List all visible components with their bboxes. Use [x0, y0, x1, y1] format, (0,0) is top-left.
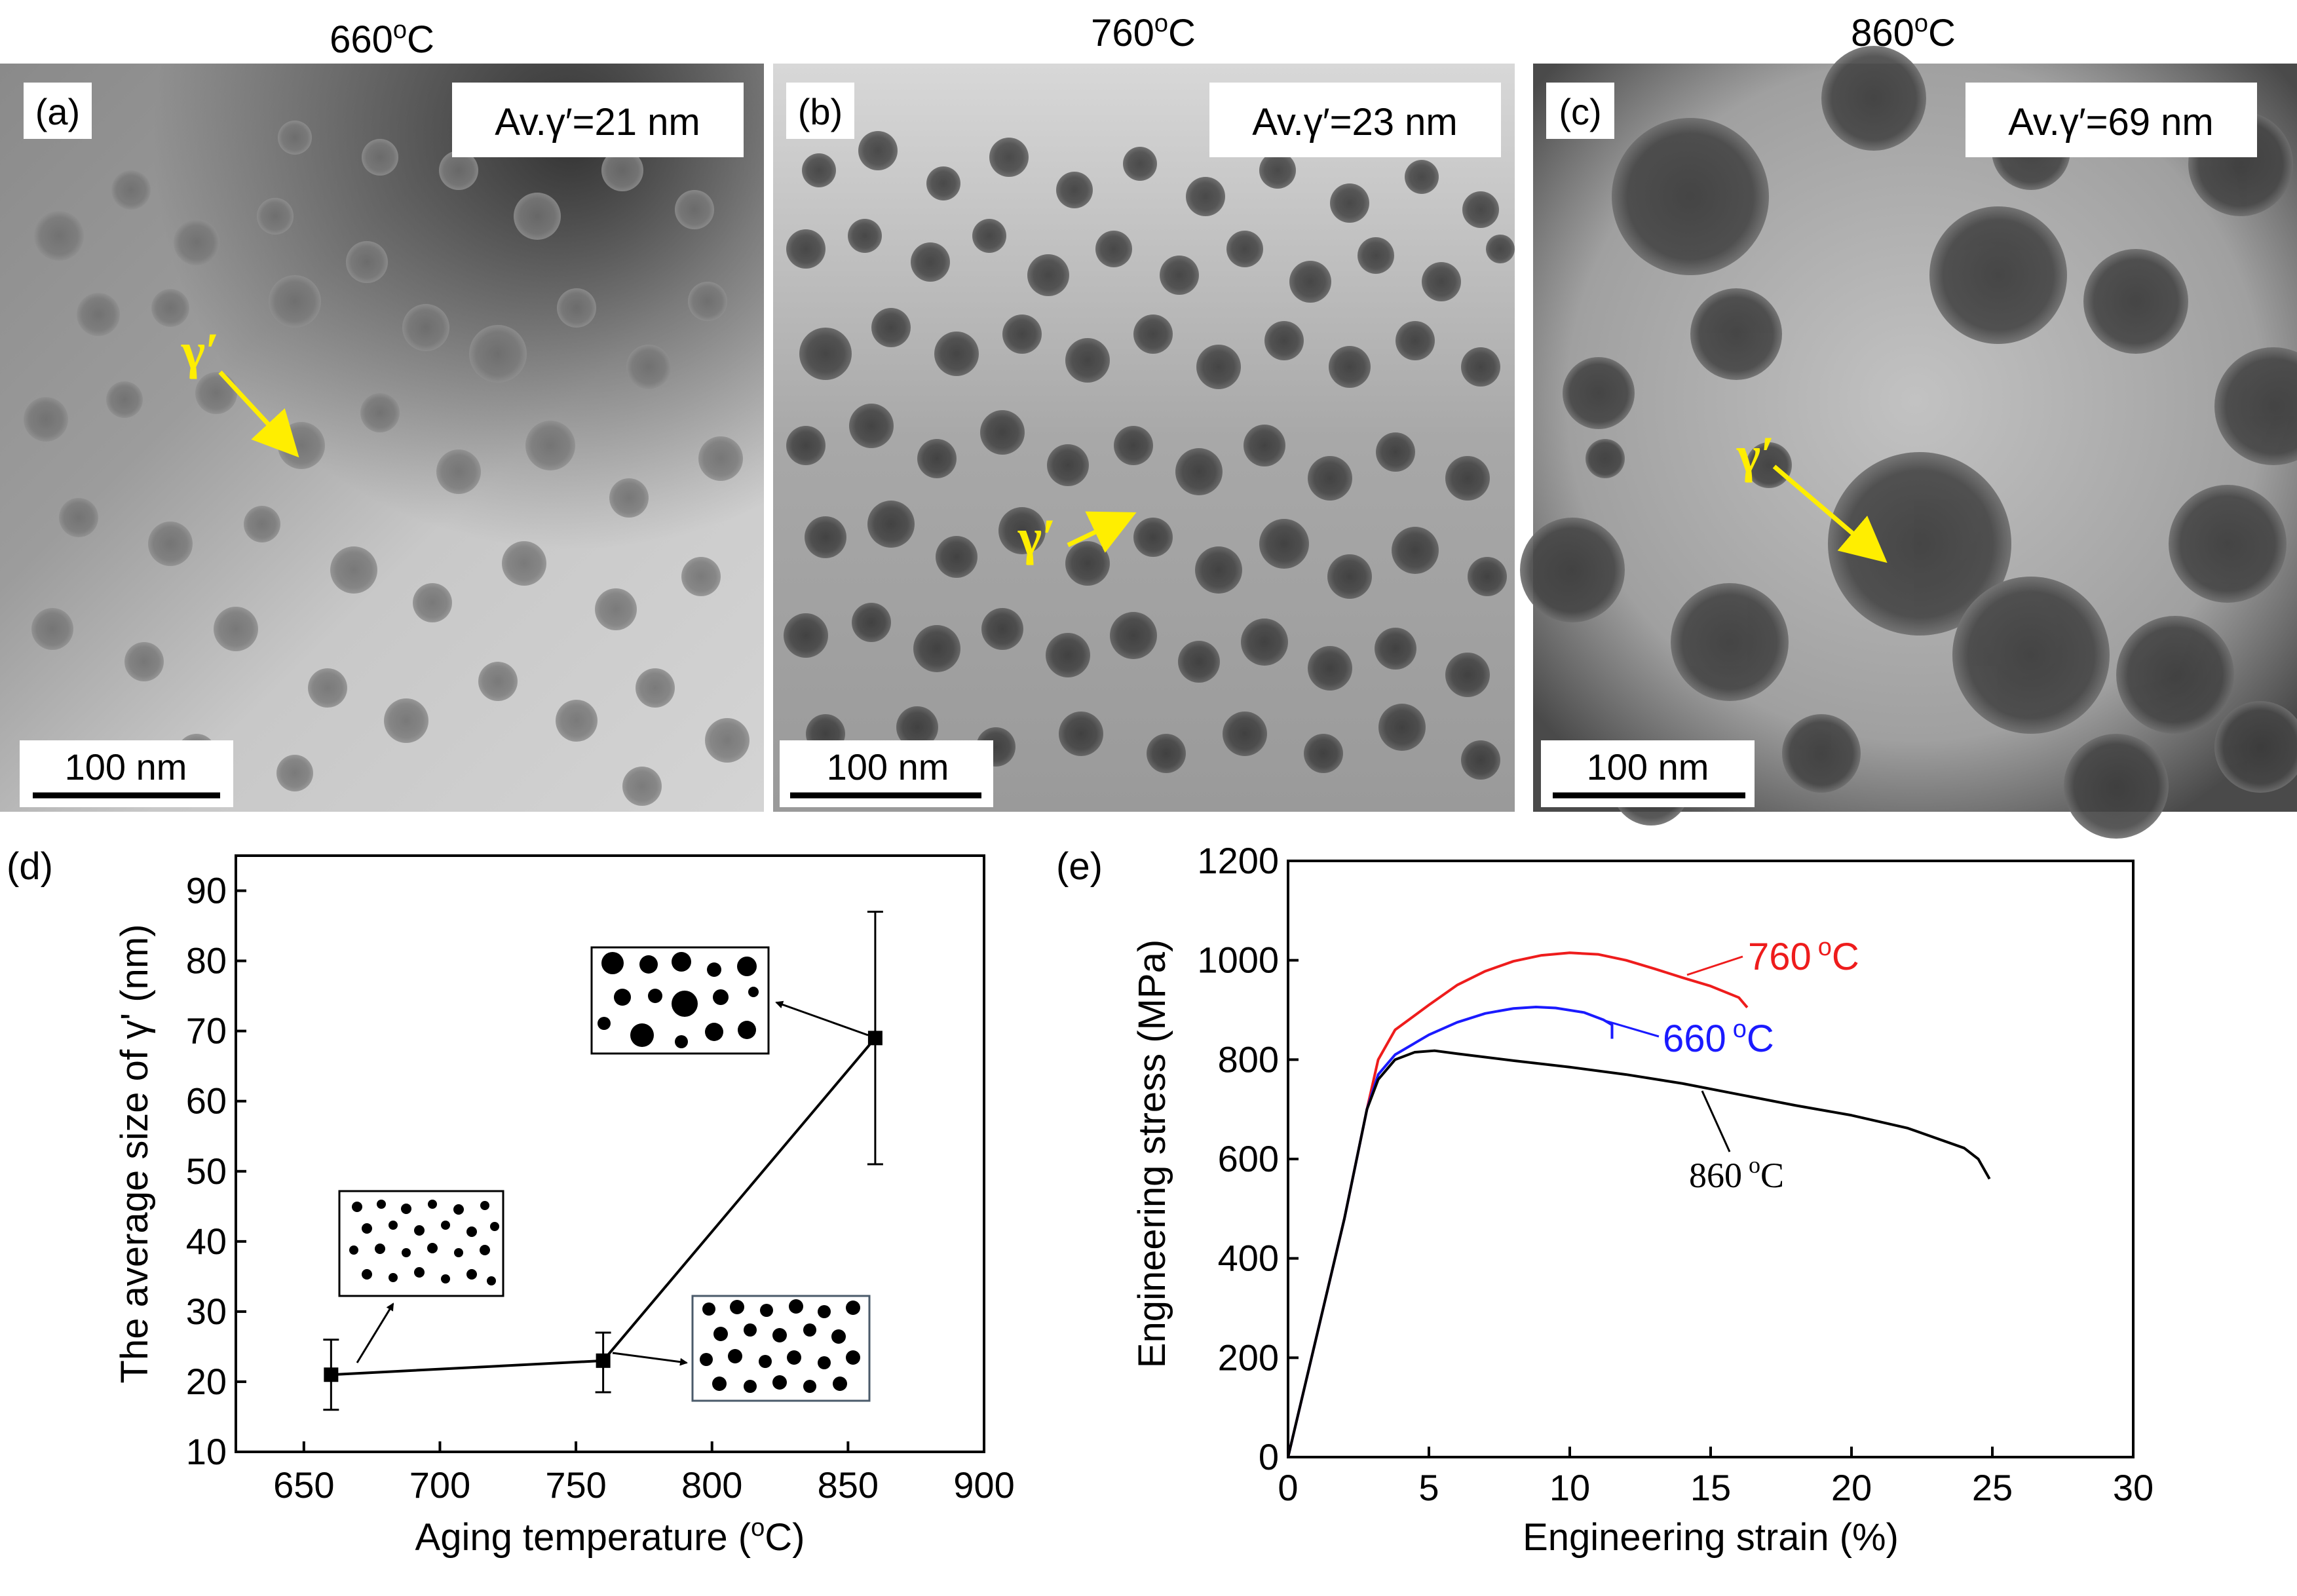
- chart-d: (d) 650 700 750 800 850 900 10 20 30 40 50 60 70 80 90: [7, 845, 1015, 1559]
- data-point: [596, 1353, 611, 1368]
- particles-a: [24, 121, 750, 806]
- particles-b: [784, 131, 1515, 780]
- leader-860: [1701, 1090, 1731, 1152]
- y-tick-label: 90: [186, 870, 227, 911]
- y-tick-label: 40: [186, 1221, 227, 1262]
- chart-d-frame: [235, 854, 985, 1453]
- series-label-860: 860 oC: [1689, 1152, 1784, 1195]
- scale-label-a: 100 nm: [65, 746, 187, 788]
- chart-d-xlabel: Aging temperature (oC): [415, 1514, 805, 1559]
- chart-d-ticks: 650 700 750 800 850 900 10 20 30 40 50 60 70 80 90: [186, 870, 1015, 1506]
- inset-pointer-medium: [612, 1352, 688, 1366]
- chart-e-lines: [1287, 951, 1991, 1458]
- phase-arrow-a: [218, 370, 299, 458]
- y-tick-label: 70: [186, 1010, 227, 1052]
- y-tick-label: 80: [186, 940, 227, 981]
- y-tick-label: 1000: [1197, 940, 1279, 981]
- y-tick-label: 0: [1259, 1436, 1279, 1477]
- particles-c: [1520, 46, 2297, 839]
- y-tick-label: 400: [1218, 1238, 1279, 1279]
- y-tick-label: 800: [1218, 1038, 1279, 1080]
- y-tick-label: 20: [186, 1361, 227, 1402]
- data-point: [324, 1367, 339, 1382]
- micrograph-c: 860oC (c) Av.γ′=69 nm γ′ 100 nm: [1520, 10, 2297, 839]
- phase-arrow-b: [1067, 511, 1137, 553]
- inset-small-particles: [338, 1190, 504, 1297]
- letter-box-a: [24, 83, 92, 139]
- x-tick-label: 850: [818, 1464, 879, 1506]
- x-tick-label: 800: [681, 1464, 742, 1506]
- leader-660: [1604, 1019, 1660, 1038]
- x-tick-label: 15: [1690, 1467, 1731, 1508]
- scale-label-c: 100 nm: [1587, 746, 1709, 788]
- x-tick-label: 10: [1549, 1467, 1590, 1508]
- chart-d-ylabel: The average size of γ' (nm): [113, 924, 156, 1384]
- scale-label-b: 100 nm: [827, 746, 949, 788]
- inset-pointer-small: [356, 1302, 394, 1363]
- y-tick-label: 1200: [1197, 840, 1279, 881]
- y-tick-label: 60: [186, 1080, 227, 1122]
- micrograph-a: 660oC (a) Av.γ′=21 nm γ′ 100 nm: [0, 16, 764, 812]
- x-tick-label: 900: [953, 1464, 1014, 1506]
- x-tick-label: 700: [409, 1464, 470, 1506]
- y-tick-label: 10: [186, 1431, 227, 1472]
- letter-c: (c): [1559, 91, 1601, 132]
- phase-arrow-c: [1772, 465, 1888, 563]
- temp-label-c: 860oC: [1851, 10, 1956, 54]
- x-tick-label: 650: [273, 1464, 334, 1506]
- x-tick-label: 5: [1418, 1467, 1439, 1508]
- inset-large-particles: [590, 946, 770, 1055]
- avg-label-a: Av.γ′=21 nm: [495, 101, 700, 143]
- data-point: [867, 1031, 883, 1046]
- chart-e-ticks: 0 5 10 15 20 25 30 0 200 400 600 800 1000 1200: [1197, 840, 2154, 1508]
- x-tick-label: 20: [1831, 1467, 1872, 1508]
- avg-box-b: [1209, 83, 1501, 157]
- letter-b: (b): [798, 91, 843, 132]
- chart-d-data: [323, 911, 883, 1411]
- inset-pointer-large: [775, 1000, 869, 1036]
- micrograph-b: 760oC (b) Av.γ′=23 nm γ′ 100 nm: [773, 10, 1515, 812]
- letter-box-c: [1546, 83, 1614, 139]
- series-label-660: 660 oC: [1663, 1016, 1774, 1060]
- y-tick-label: 600: [1218, 1138, 1279, 1179]
- chart-e: (e) 0 5 10 15 20 25 30 0 200 400 600 800 1000 1200 76…: [1056, 840, 2154, 1559]
- x-tick-label: 25: [1972, 1467, 2013, 1508]
- y-tick-label: 50: [186, 1150, 227, 1192]
- phase-label-a: γ′: [181, 322, 219, 379]
- panel-label-d: (d): [7, 845, 53, 888]
- avg-box-a: [452, 83, 744, 157]
- leader-760: [1686, 955, 1743, 976]
- phase-label-c: γ′: [1736, 426, 1775, 483]
- avg-box-c: [1965, 83, 2257, 157]
- temp-label-a: 660oC: [330, 16, 434, 61]
- letter-a: (a): [35, 91, 80, 132]
- x-tick-label: 30: [2113, 1467, 2154, 1508]
- x-tick-label: 0: [1278, 1467, 1298, 1508]
- stress-strain-curve-860: [1287, 1049, 1991, 1458]
- y-tick-label: 30: [186, 1291, 227, 1332]
- x-tick-label: 750: [545, 1464, 606, 1506]
- series-label-760: 760 oC: [1748, 934, 1859, 978]
- panel-label-e: (e): [1056, 845, 1103, 888]
- temp-label-b: 760oC: [1091, 10, 1196, 54]
- chart-e-xlabel: Engineering strain (%): [1523, 1516, 1899, 1559]
- avg-label-c: Av.γ′=69 nm: [2008, 101, 2213, 143]
- letter-box-b: [786, 83, 854, 139]
- chart-e-ylabel: Engineering stress (MPa): [1131, 940, 1173, 1368]
- avg-label-b: Av.γ′=23 nm: [1252, 101, 1457, 143]
- phase-label-b: γ′: [1017, 508, 1056, 565]
- inset-medium-particles: [691, 1295, 871, 1402]
- y-tick-label: 200: [1218, 1337, 1279, 1378]
- stress-strain-curve-660: [1287, 1005, 1614, 1458]
